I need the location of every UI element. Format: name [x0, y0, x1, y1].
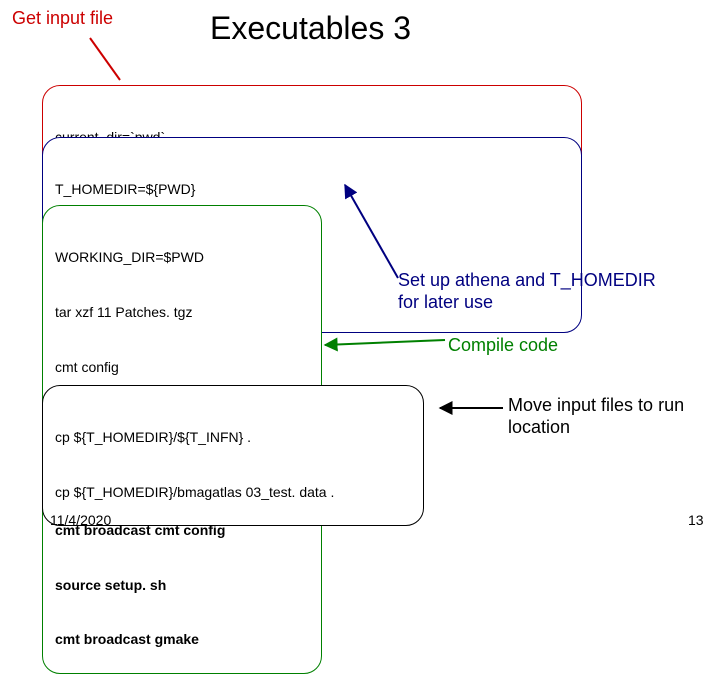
code-line-bold: source setup. sh [55, 576, 309, 594]
code-line-bold: cmt broadcast gmake [55, 630, 309, 648]
header-note-text: Get input file [12, 8, 113, 28]
footer-page: 13 [688, 512, 704, 528]
annot-line: Move input files to run [508, 395, 684, 417]
annot-line: Compile code [448, 335, 558, 355]
annotation-compile: Compile code [448, 335, 558, 357]
green-arrow [325, 340, 445, 345]
footer-date-text: 11/4/2020 [50, 512, 111, 528]
code-line: T_HOMEDIR=${PWD} [55, 180, 569, 198]
annotation-move: Move input files to run location [508, 395, 684, 438]
footer-page-text: 13 [688, 512, 704, 528]
red-pointer-line [90, 38, 120, 80]
code-line: cp ${T_HOMEDIR}/bmagatlas 03_test. data … [55, 483, 411, 501]
footer-date: 11/4/2020 [50, 512, 111, 528]
code-line: WORKING_DIR=$PWD [55, 248, 309, 266]
title-text: Executables 3 [210, 10, 411, 46]
annot-line: for later use [398, 292, 656, 314]
annotation-setup: Set up athena and T_HOMEDIR for later us… [398, 270, 656, 313]
page-title: Executables 3 [210, 10, 411, 47]
annot-line: location [508, 417, 684, 439]
code-box-4: cp ${T_HOMEDIR}/${T_INFN} . cp ${T_HOMED… [42, 385, 424, 526]
header-note: Get input file [12, 8, 113, 29]
code-line: cp ${T_HOMEDIR}/${T_INFN} . [55, 428, 411, 446]
code-line: cmt config [55, 358, 309, 376]
annot-line: Set up athena and T_HOMEDIR [398, 270, 656, 292]
code-line: tar xzf 11 Patches. tgz [55, 303, 309, 321]
